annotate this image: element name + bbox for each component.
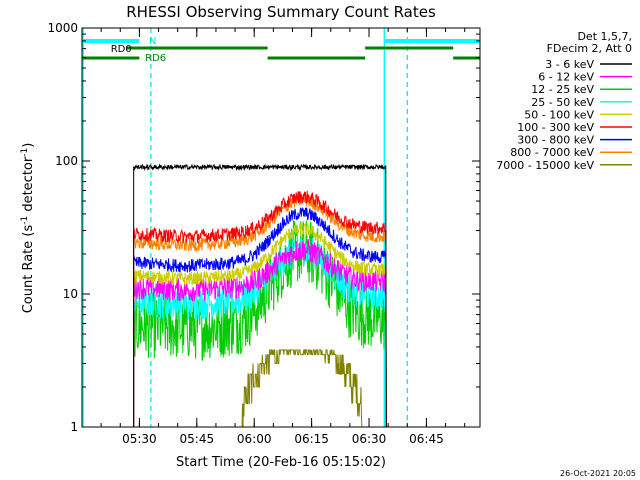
legend-label: 50 - 100 keV (524, 108, 594, 121)
x-tick-label: 05:30 (122, 432, 157, 446)
x-axis-ticks: 05:30 05:45 06:00 06:15 06:30 06:45 (81, 28, 466, 446)
y-axis-label: Count Rate (s-1 detector-1) (20, 143, 36, 314)
y-axis-label-sup: -1 (20, 148, 30, 157)
legend-label: 800 - 7000 keV (510, 146, 594, 159)
series-line (133, 239, 387, 428)
series-line (133, 190, 387, 428)
x-tick-label: 05:45 (180, 432, 215, 446)
legend-label: 3 - 6 keV (545, 58, 594, 71)
legend-label: 6 - 12 keV (538, 71, 594, 84)
y-axis-label-sup: -1 (20, 216, 30, 225)
plot-frame (81, 27, 481, 428)
x-axis-label: Start Time (20-Feb-16 05:15:02) (176, 455, 386, 470)
footer-date: 26-Oct-2021 20:05 (560, 469, 636, 478)
y-axis-label-part: detector (21, 156, 36, 216)
legend-header-line: FDecim 2, Att 0 (547, 42, 632, 55)
legend-label: 12 - 25 keV (531, 83, 594, 96)
x-tick-label: 06:00 (237, 432, 272, 446)
series-line (133, 220, 387, 428)
rd0-annotation-label: RD0 (111, 44, 132, 55)
legend-header-line: Det 1,5,7, (577, 30, 632, 43)
y-axis-label-part: Count Rate (s (21, 225, 36, 314)
series-line (133, 207, 387, 428)
plot-marks: N RD0 RD6 (82, 28, 480, 428)
y-tick-label: 1000 (47, 21, 78, 35)
x-tick-label: 06:15 (294, 432, 329, 446)
legend-label: 7000 - 15000 keV (496, 159, 594, 172)
y-tick-label: 100 (55, 154, 78, 168)
n-annotation-label: N (149, 36, 156, 47)
legend-label: 25 - 50 keV (531, 96, 594, 109)
series-line (133, 222, 387, 428)
y-axis-ticks: 1 10 100 1000 (47, 21, 480, 434)
y-axis-label-part: ) (21, 143, 36, 148)
x-tick-label: 06:45 (409, 432, 444, 446)
legend-label: 300 - 800 keV (517, 134, 594, 147)
chart-title: RHESSI Observing Summary Count Rates (126, 3, 436, 21)
y-tick-label: 1 (70, 420, 78, 434)
rd6-annotation-label: RD6 (145, 53, 166, 64)
series-line (133, 163, 387, 428)
legend-label: 100 - 300 keV (517, 121, 594, 134)
x-tick-label: 06:30 (352, 432, 387, 446)
series-line (133, 349, 387, 428)
y-tick-label: 10 (63, 287, 78, 301)
